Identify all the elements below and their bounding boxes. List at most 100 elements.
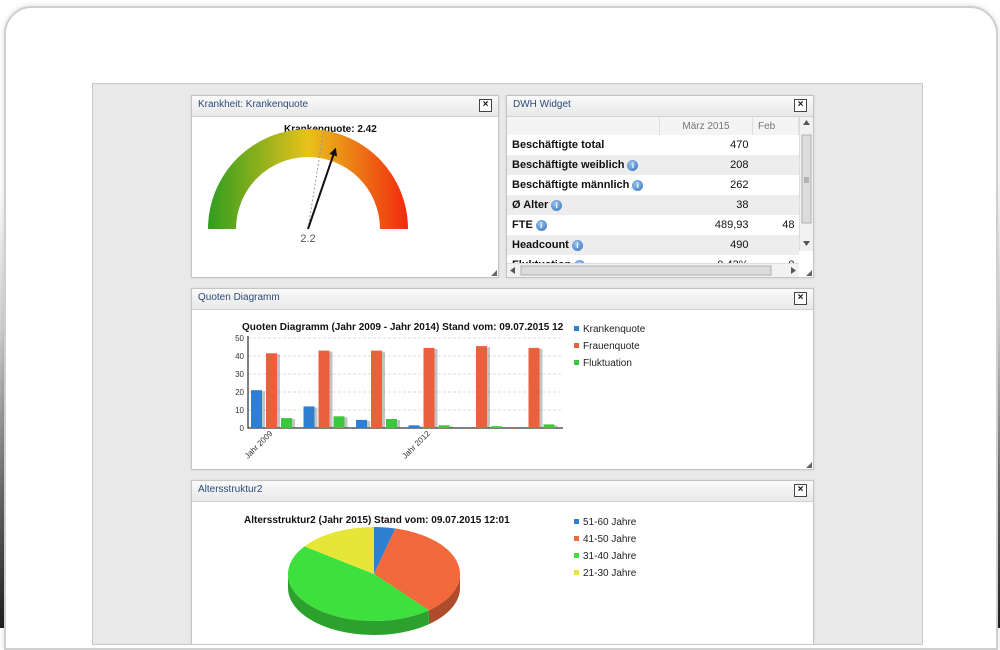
bar-shadow [382, 351, 385, 428]
dwh-row-label-text: Beschäftigte männlich [512, 179, 630, 191]
info-icon[interactable]: i [627, 159, 639, 171]
dwh-row-value: 490 [659, 235, 753, 255]
bar-fluktuation[interactable] [491, 426, 502, 428]
legend-item[interactable]: Krankenquote [583, 324, 646, 335]
dwh-row-label: FTE i [507, 215, 660, 235]
bar-fluktuation[interactable] [333, 416, 345, 428]
gauge-needle [307, 154, 335, 230]
dwh-row-value [752, 155, 799, 175]
bar-fluktuation[interactable] [386, 419, 397, 428]
bar-shadow [367, 420, 370, 428]
bar-krankenquote[interactable] [408, 425, 420, 428]
dwh-row-value: 48 [782, 219, 795, 231]
info-icon[interactable]: i [535, 219, 547, 231]
dwh-row-label-text: Fluktuation [512, 259, 571, 263]
dashboard-screen: Krankheit: Krankenquote × Krankenquote: … [92, 83, 923, 645]
info-icon[interactable]: i [551, 199, 563, 211]
scroll-left-icon[interactable] [510, 267, 515, 274]
pie-slice-51-60-jahre[interactable] [374, 527, 396, 574]
bar-fluktuation[interactable] [543, 424, 555, 428]
bar-shadow [539, 348, 543, 428]
pie-slice-21-30-jahre[interactable] [304, 527, 374, 574]
info-icon[interactable]: i [632, 179, 644, 191]
dwh-column-header[interactable]: März 2015 [659, 117, 753, 135]
legend-item[interactable]: 41-50 Jahre [583, 534, 637, 545]
legend-swatch [574, 360, 579, 365]
pie-slice-41-50-jahre[interactable] [374, 528, 460, 611]
pie-slice-side [428, 574, 460, 625]
bar-chart-title: Quoten Diagramm (Jahr 2009 - Jahr 2014) … [242, 322, 564, 333]
scroll-up-icon[interactable] [803, 120, 810, 125]
dwh-panel-title: DWH Widget [513, 99, 571, 110]
bar-shadow [449, 426, 453, 428]
scroll-thumb[interactable] [801, 134, 812, 224]
dwh-row-label-text: FTE [512, 219, 533, 231]
bar-frauenquote[interactable] [266, 353, 277, 428]
bar-krankenquote[interactable] [251, 390, 262, 428]
gauge-panel: Krankheit: Krankenquote × Krankenquote: … [191, 95, 499, 278]
scroll-right-icon[interactable] [791, 267, 796, 274]
bar-krankenquote[interactable] [461, 427, 472, 428]
dwh-table-row[interactable]: Ø Alter i 38 [507, 195, 799, 215]
dwh-table-row[interactable]: Beschäftigte weiblich i 208 [507, 155, 799, 175]
dwh-table: März 2015 Feb Beschäftigte total 470 Besch… [507, 117, 799, 263]
legend-swatch [574, 326, 579, 331]
resize-grip-icon[interactable] [491, 270, 497, 276]
alter-panel: Altersstruktur2 × Altersstruktur2 (Jahr … [191, 480, 814, 644]
quoten-panel-header[interactable]: Quoten Diagramm × [192, 289, 813, 310]
legend-item[interactable]: 31-40 Jahre [583, 551, 637, 562]
bar-krankenquote[interactable] [513, 427, 525, 428]
dwh-row-label-text: Beschäftigte weiblich [512, 159, 625, 171]
pie-slice-31-40-jahre[interactable] [288, 546, 429, 621]
resize-grip-icon[interactable] [806, 462, 812, 468]
close-icon[interactable]: × [794, 484, 807, 497]
gauge-panel-header[interactable]: Krankheit: Krankenquote × [192, 96, 498, 117]
pie-slice-side [288, 574, 429, 635]
bar-frauenquote[interactable] [318, 350, 330, 428]
bar-fluktuation[interactable] [438, 425, 450, 428]
bar-frauenquote[interactable] [423, 347, 435, 428]
legend-swatch [574, 570, 579, 575]
gauge-panel-title: Krankheit: Krankenquote [198, 99, 309, 110]
legend-item[interactable]: 51-60 Jahre [583, 517, 637, 528]
alter-panel-header[interactable]: Altersstruktur2 × [192, 481, 813, 502]
dwh-row-value: 489,93 [714, 219, 749, 231]
bar-frauenquote[interactable] [371, 350, 382, 428]
dwh-table-row[interactable]: Fluktuationi0,43%0 [507, 255, 799, 263]
legend-item[interactable]: Fluktuation [583, 358, 632, 369]
bar-frauenquote[interactable] [476, 346, 487, 428]
scroll-down-icon[interactable] [803, 241, 810, 246]
dwh-row-label-text: Headcount [512, 239, 569, 251]
legend-item[interactable]: 21-30 Jahre [583, 568, 637, 579]
y-tick-label: 30 [235, 370, 244, 379]
alter-pie-chart: Altersstruktur2 (Jahr 2015) Stand vom: 0… [244, 515, 637, 635]
info-icon[interactable]: i [574, 259, 586, 263]
dwh-table-row[interactable]: Beschäftigte total 470 [507, 135, 799, 155]
quoten-panel-title: Quoten Diagramm [198, 292, 280, 303]
dwh-panel-header[interactable]: DWH Widget × [507, 96, 813, 117]
info-icon[interactable]: i [571, 239, 583, 251]
close-icon[interactable]: × [479, 99, 492, 112]
dwh-row-value: 470 [730, 139, 749, 151]
bar-krankenquote[interactable] [356, 419, 367, 428]
legend-item[interactable]: Frauenquote [583, 341, 640, 352]
resize-grip-icon[interactable] [806, 270, 812, 276]
bar-krankenquote[interactable] [303, 406, 315, 428]
horizontal-scrollbar[interactable] [507, 263, 799, 277]
vertical-scrollbar[interactable] [799, 117, 813, 251]
bar-fluktuation[interactable] [281, 418, 292, 428]
gauge-target-label: 2.2 [300, 233, 315, 245]
y-tick-label: 40 [235, 352, 244, 361]
dwh-column-header[interactable]: Feb [752, 117, 799, 135]
close-icon[interactable]: × [794, 292, 807, 305]
horizontal-scroll-thumb[interactable] [520, 265, 772, 276]
bar-frauenquote[interactable] [528, 347, 540, 428]
dwh-table-row[interactable]: Headcount i 490 [507, 235, 799, 255]
dwh-row-label: Beschäftigte männlich i [507, 175, 660, 195]
bar-shadow [434, 348, 438, 428]
dwh-table-row[interactable]: FTE i 489,93 48 [507, 215, 799, 235]
y-tick-label: 50 [235, 334, 244, 343]
close-icon[interactable]: × [794, 99, 807, 112]
dwh-table-row[interactable]: Beschäftigte männlich i 262 [507, 175, 799, 195]
bar-shadow [487, 347, 490, 428]
